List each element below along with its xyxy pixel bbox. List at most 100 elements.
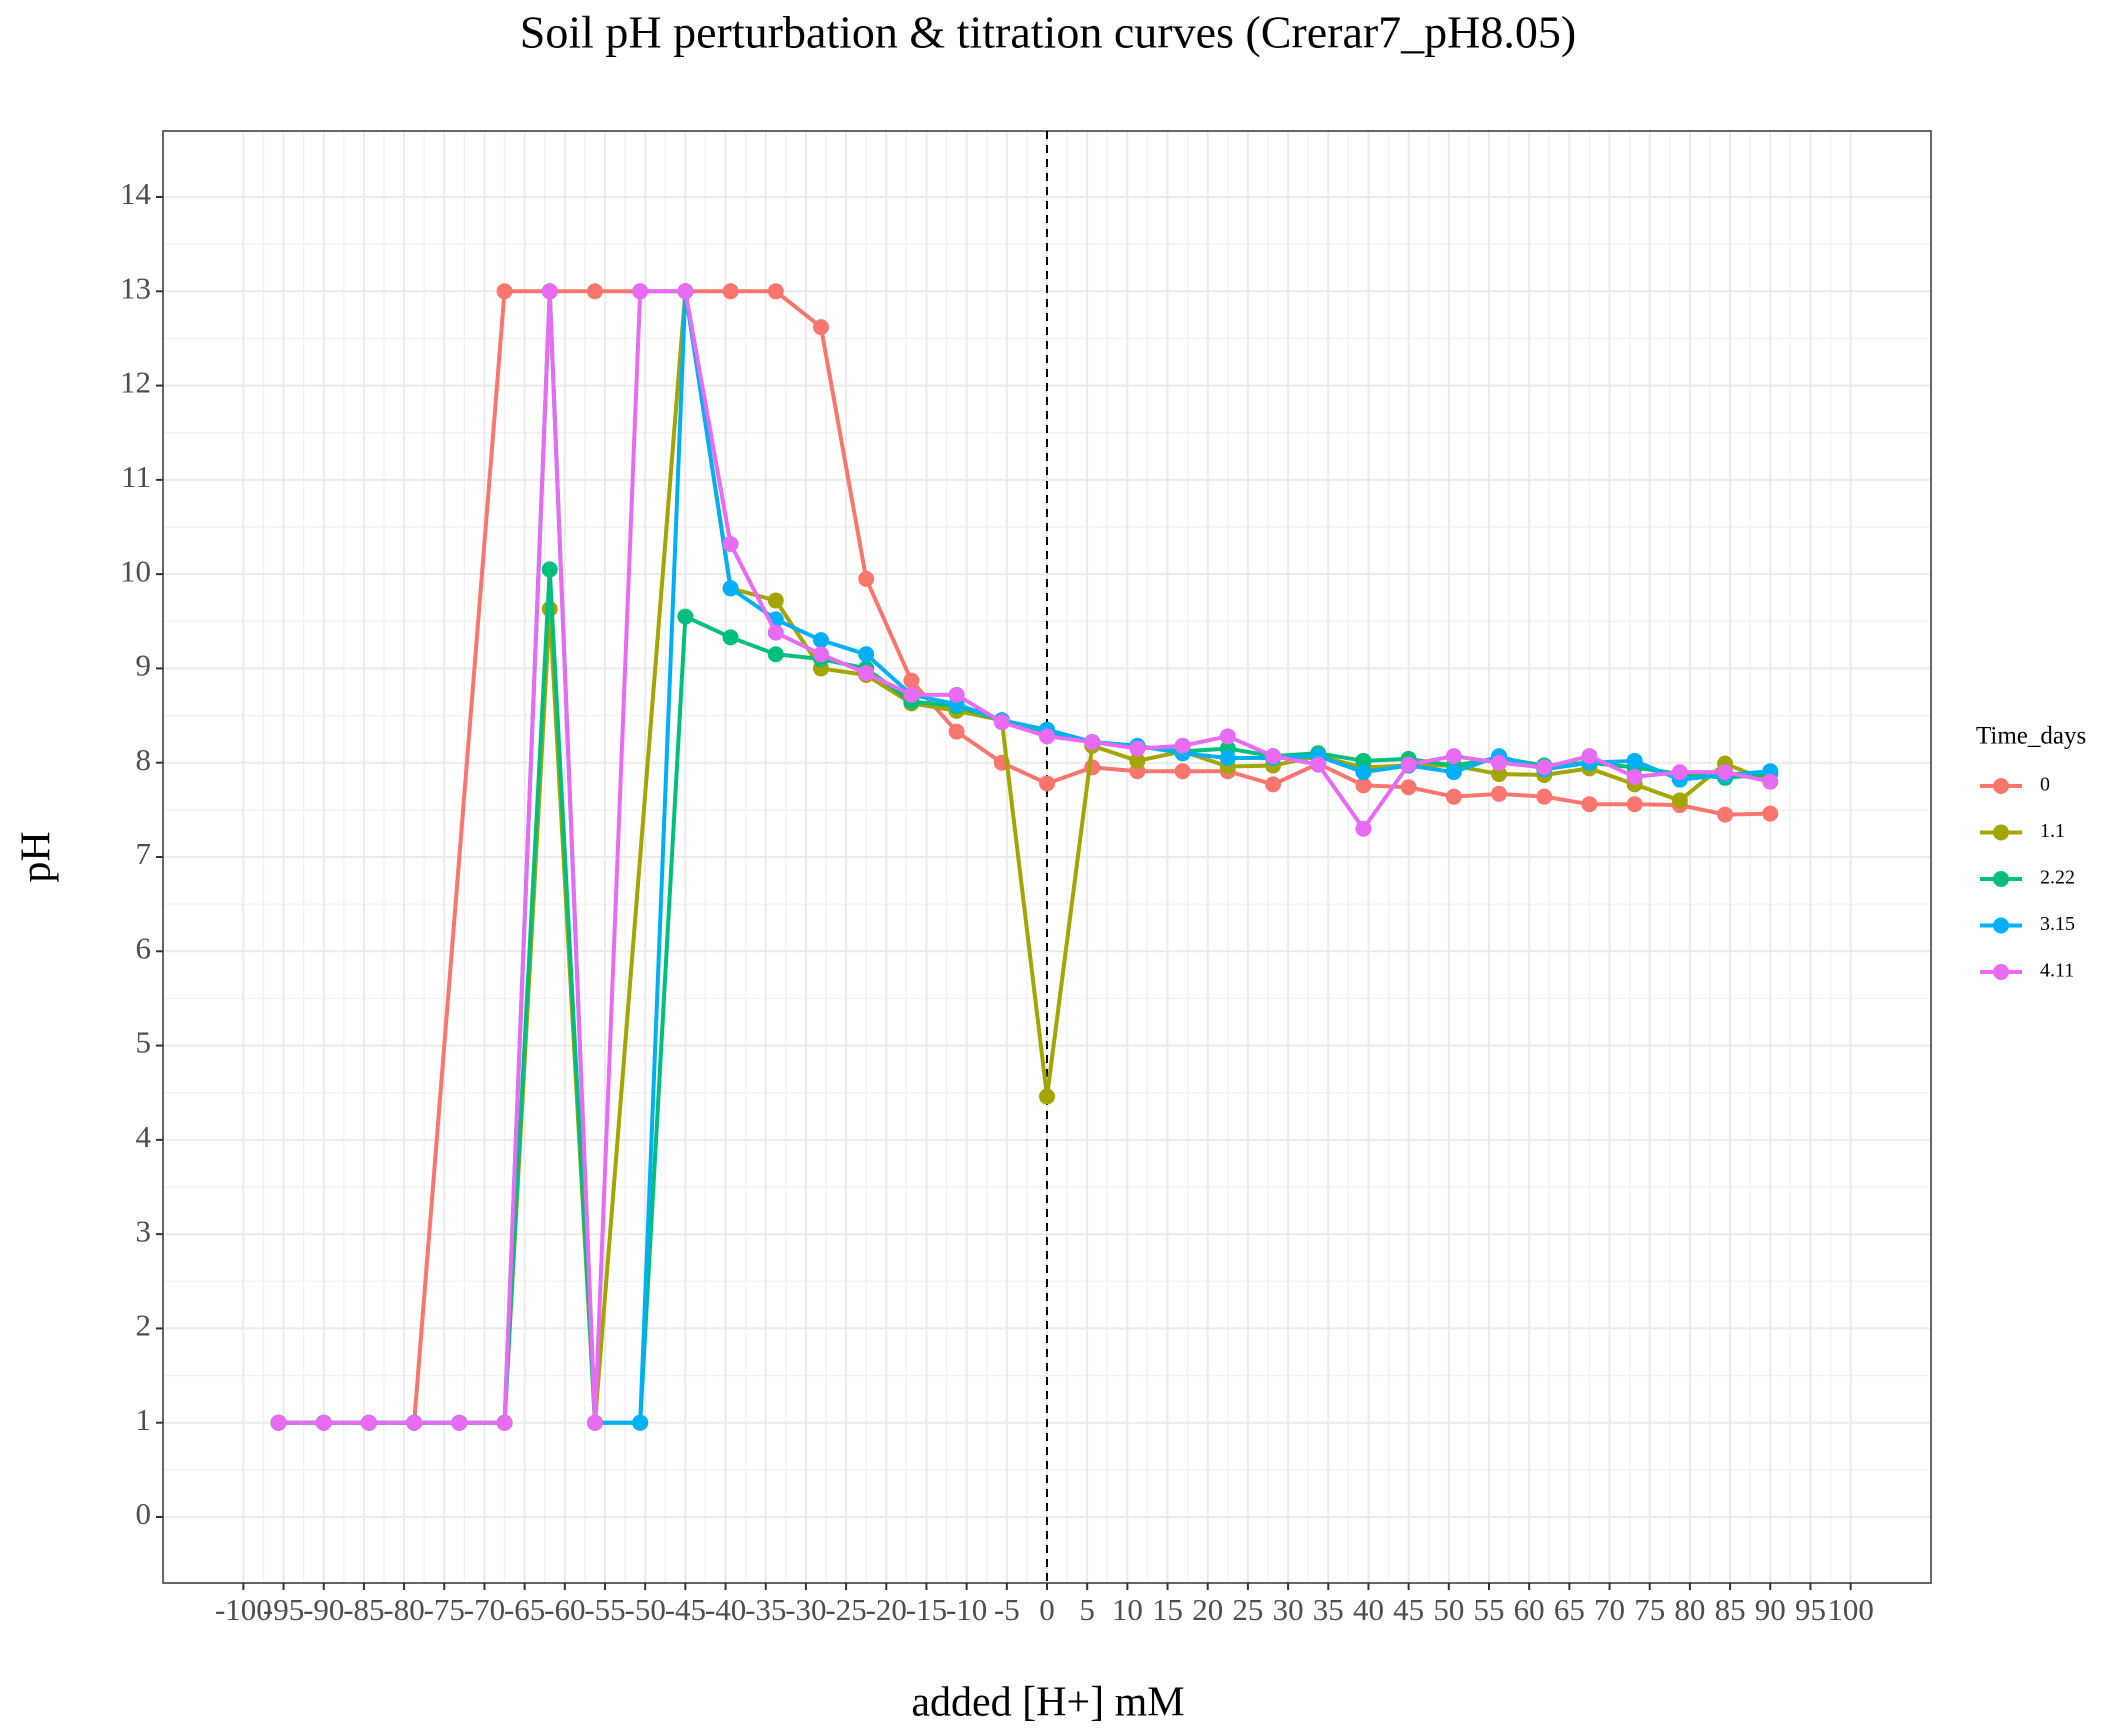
point	[1491, 766, 1508, 783]
point	[1491, 754, 1508, 771]
x-tick-label: -10	[946, 1592, 987, 1627]
x-tick-label: 95	[1795, 1592, 1826, 1627]
point	[1536, 759, 1553, 776]
legend-key-point	[1993, 824, 2009, 841]
x-tick-label: -25	[825, 1592, 866, 1627]
legend-label: 3.15	[2040, 913, 2075, 935]
x-tick-label: -5	[994, 1592, 1020, 1627]
x-tick-label: -100	[215, 1592, 272, 1627]
legend-key-point	[1993, 871, 2009, 887]
point	[722, 629, 739, 646]
x-tick-label: -50	[625, 1592, 666, 1627]
x-tick-label: 0	[1039, 1592, 1055, 1627]
chart-title: Soil pH perturbation & titration curves …	[520, 7, 1576, 58]
point	[722, 535, 739, 552]
point	[1039, 1088, 1055, 1105]
point	[1581, 796, 1598, 813]
point	[1039, 728, 1055, 745]
x-tick-label: -75	[424, 1592, 465, 1627]
x-tick-label: -20	[866, 1592, 907, 1627]
point	[451, 1414, 468, 1431]
point	[767, 624, 784, 641]
y-tick-label: 7	[136, 836, 152, 871]
y-tick-label: 6	[136, 930, 152, 965]
point	[1491, 785, 1508, 802]
y-axis-title: pH	[14, 831, 60, 882]
point	[1355, 752, 1372, 769]
point	[406, 1414, 423, 1431]
x-tick-label: -85	[343, 1592, 384, 1627]
point	[1400, 779, 1417, 796]
y-tick-label: 0	[136, 1496, 152, 1531]
y-tick-label: 1	[136, 1402, 152, 1437]
point	[903, 686, 920, 703]
point	[1219, 728, 1236, 745]
point	[360, 1414, 377, 1431]
point	[1084, 759, 1101, 776]
legend-key-point	[1993, 917, 2009, 934]
point	[1626, 752, 1643, 769]
y-tick-label: 12	[120, 365, 151, 400]
legend-label: 4.11	[2040, 960, 2074, 982]
x-tick-label: -60	[544, 1592, 585, 1627]
point	[632, 283, 649, 300]
y-tick-label: 8	[136, 742, 152, 777]
y-tick-label: 4	[136, 1119, 152, 1154]
point	[767, 283, 784, 300]
x-tick-label: 40	[1353, 1592, 1384, 1627]
point	[632, 1414, 649, 1431]
point	[541, 283, 558, 300]
x-tick-label: -45	[665, 1592, 706, 1627]
point	[1671, 764, 1688, 781]
y-tick-label: 10	[120, 553, 151, 588]
point	[1129, 752, 1146, 769]
point	[1310, 756, 1327, 773]
legend-key-point	[1993, 778, 2009, 794]
point	[1129, 740, 1146, 757]
x-tick-label: -30	[785, 1592, 826, 1627]
point	[858, 665, 875, 682]
legend-label: 1.1	[2040, 820, 2065, 842]
point	[1717, 764, 1734, 781]
y-tick-label: 13	[120, 270, 151, 305]
point	[1219, 750, 1236, 766]
x-tick-label: 75	[1634, 1592, 1665, 1627]
x-tick-label: 60	[1514, 1592, 1545, 1627]
x-tick-label: -95	[263, 1592, 304, 1627]
point	[541, 561, 558, 578]
point	[1084, 733, 1101, 750]
point	[722, 283, 739, 300]
x-tick-label: -80	[383, 1592, 424, 1627]
x-tick-label: -15	[906, 1592, 947, 1627]
y-tick-label: 9	[136, 648, 152, 683]
point	[1445, 788, 1462, 805]
x-tick-label: -40	[705, 1592, 746, 1627]
x-tick-label: -90	[303, 1592, 344, 1627]
point	[1355, 820, 1372, 837]
point	[677, 283, 694, 300]
x-tick-label: 5	[1079, 1592, 1095, 1627]
point	[1445, 748, 1462, 765]
series-line	[278, 289, 1771, 1425]
point	[1174, 737, 1191, 754]
y-tick-label: 2	[136, 1308, 152, 1343]
point	[1039, 775, 1055, 792]
point	[586, 283, 603, 300]
point	[1445, 764, 1462, 781]
point	[1762, 773, 1779, 790]
point	[722, 580, 739, 597]
point	[812, 646, 829, 663]
point	[496, 1414, 513, 1431]
x-tick-label: 100	[1827, 1592, 1874, 1627]
point	[270, 1414, 287, 1431]
point	[812, 319, 829, 336]
y-tick-label: 11	[121, 459, 151, 494]
point	[948, 686, 965, 703]
point	[767, 646, 784, 663]
legend-label: 0	[2040, 774, 2050, 796]
legend-title: Time_days	[1976, 723, 2086, 750]
x-tick-label: -35	[745, 1592, 786, 1627]
x-tick-label: 85	[1715, 1592, 1746, 1627]
y-tick-label: 14	[120, 176, 152, 211]
